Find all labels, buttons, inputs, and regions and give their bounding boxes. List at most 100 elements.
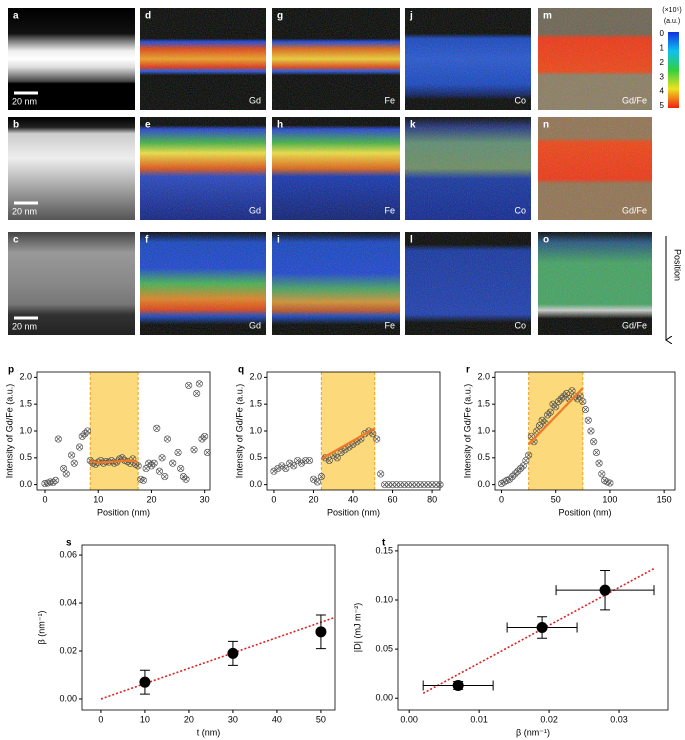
element-label: Fe [384, 205, 395, 215]
y-tick-label: 1.0 [477, 425, 490, 435]
x-tick-label: 10 [93, 494, 103, 504]
colorbar-tick-label: 2 [660, 58, 665, 67]
data-point [294, 457, 302, 464]
x-tick-label: 0.01 [470, 714, 488, 724]
x-tick-label: 10 [140, 714, 150, 724]
fit-line [90, 459, 139, 464]
data-point [317, 473, 325, 481]
element-label: Gd/Fe [622, 205, 647, 215]
image-noise [140, 117, 266, 220]
data-point [579, 398, 587, 405]
y-tick-label: 0.15 [375, 545, 393, 555]
data-point [388, 481, 397, 489]
x-axis-label: Position (nm) [97, 507, 150, 517]
data-point [150, 459, 158, 467]
position-label: Position [673, 249, 683, 281]
panel-letter: k [410, 120, 416, 131]
panel-letter: b [13, 120, 19, 131]
x-tick-label: 0 [271, 494, 276, 504]
data-point [568, 387, 576, 395]
data-point [412, 481, 420, 489]
element-label: Gd/Fe [622, 320, 647, 330]
colorbar-tick-label: 5 [660, 101, 665, 110]
data-point [278, 462, 286, 470]
x-tick-label: 20 [146, 494, 156, 504]
y-tick-label: 2.0 [249, 372, 262, 382]
data-point [76, 443, 84, 451]
data-point [282, 465, 290, 473]
data-point [155, 467, 163, 475]
data-point [527, 432, 535, 440]
x-tick-label: 40 [272, 714, 282, 724]
data-point [177, 465, 185, 473]
data-point [60, 465, 68, 473]
fit-line [320, 427, 376, 460]
data-point [139, 476, 148, 484]
data-point [70, 459, 78, 467]
x-tick-label: 150 [657, 494, 672, 504]
x-tick-label: 50 [316, 714, 326, 724]
data-point [62, 470, 70, 478]
panel-letter: e [145, 120, 151, 131]
data-point [420, 481, 428, 489]
y-tick-label: 0.0 [477, 479, 490, 489]
y-tick-label: 0.00 [59, 693, 77, 703]
panel-letter: l [410, 235, 413, 246]
colorbar [668, 32, 679, 108]
x-axis-label: Position (nm) [558, 507, 611, 517]
data-point [408, 481, 416, 489]
data-point [270, 467, 278, 475]
element-label: Fe [384, 95, 395, 105]
data-point [436, 481, 444, 489]
y-tick-label: 0.5 [19, 452, 32, 462]
image-noise [272, 232, 400, 335]
colorbar-tick-label: 1 [660, 44, 665, 53]
panel-letter: g [277, 11, 283, 22]
data-point [432, 481, 440, 489]
image-noise [140, 8, 266, 110]
image-noise [405, 232, 531, 335]
y-tick-label: 0.00 [375, 693, 393, 703]
y-tick-label: 1.5 [477, 399, 490, 409]
data-point [603, 478, 611, 486]
image-panel [8, 8, 135, 110]
data-point [598, 470, 606, 478]
data-point [606, 479, 614, 487]
y-tick-label: 0.10 [375, 594, 393, 604]
colorbar-tick-label: 3 [660, 72, 665, 81]
x-tick-label: 20 [184, 714, 194, 724]
fit-line [527, 387, 584, 446]
data-point [313, 478, 321, 486]
data-point [325, 457, 333, 464]
data-point [599, 584, 611, 596]
data-point [315, 626, 327, 638]
x-tick-label: 0.00 [400, 714, 418, 724]
y-tick-label: 1.5 [19, 399, 32, 409]
panel-letter: p [8, 365, 14, 376]
data-point [519, 462, 527, 470]
x-tick-label: 50 [551, 494, 561, 504]
x-tick-label: 80 [427, 494, 437, 504]
x-axis-label: Position (nm) [327, 507, 380, 517]
y-tick-label: 0.5 [477, 452, 490, 462]
data-point [587, 427, 595, 435]
data-point [584, 416, 592, 424]
data-point [185, 381, 193, 389]
data-point [134, 462, 142, 470]
panel-letter: s [66, 538, 72, 549]
data-point [416, 481, 424, 489]
image-noise [538, 117, 652, 220]
data-point [68, 451, 76, 459]
colorbar-tick-label: 4 [660, 87, 665, 96]
data-point [536, 622, 548, 633]
panel-letter: c [13, 235, 19, 246]
image-noise [538, 8, 652, 110]
highlight-band [90, 372, 139, 490]
data-point [201, 432, 209, 440]
data-point [552, 403, 560, 411]
image-noise [140, 232, 266, 335]
data-point [381, 481, 389, 489]
element-label: Fe [384, 320, 395, 330]
x-tick-label: 40 [348, 494, 358, 504]
